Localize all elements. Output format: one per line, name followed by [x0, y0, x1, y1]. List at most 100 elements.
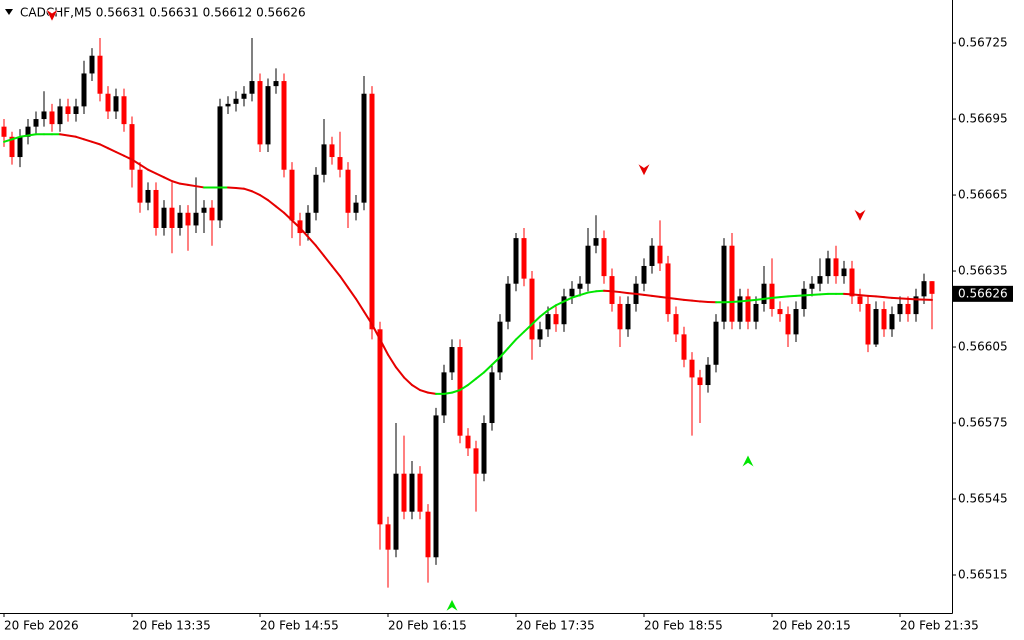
- moving-average-segment: [283, 211, 293, 222]
- candle-body: [625, 303, 631, 330]
- moving-average-segment: [755, 297, 765, 301]
- y-tick-label: 0.56635: [958, 264, 1008, 278]
- candle-body: [929, 281, 935, 294]
- candle-body: [417, 473, 423, 512]
- candle-body: [177, 212, 183, 228]
- candle-body: [529, 278, 535, 340]
- candle-body: [473, 448, 479, 474]
- candle-body: [505, 283, 511, 322]
- candle-body: [153, 189, 159, 228]
- signal-arrow-up: [445, 598, 459, 613]
- candle-body: [921, 281, 927, 297]
- moving-average-segment: [595, 289, 605, 293]
- moving-average-segment: [659, 295, 669, 299]
- moving-average-segment: [243, 187, 253, 193]
- candle-body: [385, 524, 391, 550]
- moving-average-segment: [427, 391, 437, 395]
- candle-body: [289, 169, 295, 221]
- moving-average-segment: [515, 330, 525, 341]
- moving-average-segment: [747, 298, 757, 302]
- moving-average-segment: [27, 133, 37, 137]
- moving-average-segment: [115, 150, 125, 157]
- moving-average-segment: [363, 310, 373, 326]
- candle-body: [833, 258, 839, 277]
- candle-body: [521, 238, 527, 279]
- y-tick-label: 0.56575: [958, 416, 1008, 430]
- candle-body: [705, 364, 711, 386]
- candle-body: [689, 359, 695, 378]
- moving-average-segment: [347, 286, 357, 300]
- moving-average-segment: [539, 309, 549, 318]
- candle-body: [761, 283, 767, 304]
- candle-body: [809, 283, 815, 289]
- moving-average-segment: [75, 135, 85, 141]
- candle-body: [593, 238, 599, 246]
- candle-body: [49, 111, 55, 125]
- moving-average-segment: [67, 134, 77, 138]
- moving-average-segment: [811, 293, 821, 296]
- moving-average-segment: [179, 182, 189, 186]
- candle-body: [617, 303, 623, 330]
- moving-average-segment: [299, 226, 309, 238]
- candle-body: [161, 207, 167, 228]
- candle-body: [657, 245, 663, 264]
- moving-average-segment: [227, 186, 237, 189]
- moving-average-segment: [731, 300, 741, 303]
- moving-average-segment: [395, 366, 405, 379]
- moving-average-segment: [675, 297, 685, 301]
- moving-average-segment: [403, 376, 413, 387]
- y-tick-label: 0.56665: [958, 188, 1008, 202]
- candle-body: [481, 423, 487, 474]
- signal-arrow-down: [637, 162, 651, 177]
- moving-average-segment: [507, 338, 517, 350]
- candle-body: [585, 245, 591, 284]
- candle-body: [241, 93, 247, 99]
- candle-body: [913, 296, 919, 315]
- candle-body: [329, 144, 335, 158]
- candle-body: [169, 207, 175, 228]
- candle-body: [425, 511, 431, 558]
- x-tick-label: 20 Feb 21:35: [900, 619, 979, 633]
- candle-body: [401, 473, 407, 512]
- candle-body: [137, 169, 143, 203]
- symbol-menu-icon[interactable]: [5, 9, 13, 15]
- candle-body: [9, 136, 15, 158]
- moving-average-segment: [155, 172, 165, 179]
- moving-average-segment: [315, 244, 325, 257]
- moving-average-segment: [531, 315, 541, 326]
- moving-average-segment: [779, 295, 789, 299]
- moving-average-segment: [587, 290, 597, 294]
- chart-title: CADCHF,M5 0.56631 0.56631 0.56612 0.5662…: [20, 6, 306, 20]
- candle-body: [713, 321, 719, 365]
- candle-body: [281, 81, 287, 170]
- candle-body: [361, 93, 367, 203]
- y-tick-label: 0.56695: [958, 112, 1008, 126]
- moving-average-segment: [739, 299, 749, 303]
- moving-average-segment: [635, 292, 645, 296]
- candle-body: [881, 309, 887, 330]
- candle-body: [897, 303, 903, 315]
- moving-average-segment: [579, 291, 589, 297]
- x-tick-label: 20 Feb 20:15: [772, 619, 851, 633]
- x-tick-label: 20 Feb 18:55: [644, 619, 723, 633]
- moving-average-segment: [235, 186, 245, 190]
- moving-average-segment: [355, 297, 365, 313]
- moving-average-segment: [771, 296, 781, 299]
- candle-body: [745, 296, 751, 322]
- moving-average-segment: [83, 138, 93, 143]
- candle-body: [57, 106, 63, 125]
- candle-body: [673, 314, 679, 335]
- moving-average-segment: [139, 163, 149, 171]
- candle-body: [433, 415, 439, 558]
- candle-body: [265, 86, 271, 145]
- candle-body: [25, 126, 31, 137]
- candle-body: [873, 309, 879, 345]
- candle-body: [681, 334, 687, 360]
- candle-body: [905, 303, 911, 315]
- moving-average-segment: [547, 304, 557, 312]
- y-tick-label: 0.56605: [958, 340, 1008, 354]
- candle-body: [97, 55, 103, 94]
- candle-body: [449, 347, 455, 373]
- candle-body: [345, 169, 351, 213]
